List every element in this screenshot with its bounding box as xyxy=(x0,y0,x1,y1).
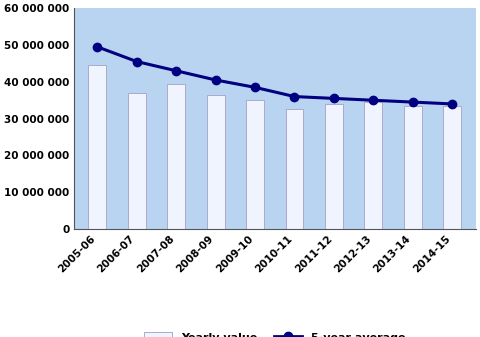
Bar xyxy=(364,102,382,229)
Bar xyxy=(246,100,264,229)
Bar xyxy=(404,106,421,229)
Bar xyxy=(286,110,303,229)
Bar xyxy=(325,104,343,229)
Bar xyxy=(168,84,185,229)
Bar xyxy=(207,95,225,229)
Bar xyxy=(88,65,106,229)
Legend: Yearly value, 5-year average: Yearly value, 5-year average xyxy=(140,328,409,337)
Bar xyxy=(128,93,145,229)
Bar xyxy=(444,106,461,229)
